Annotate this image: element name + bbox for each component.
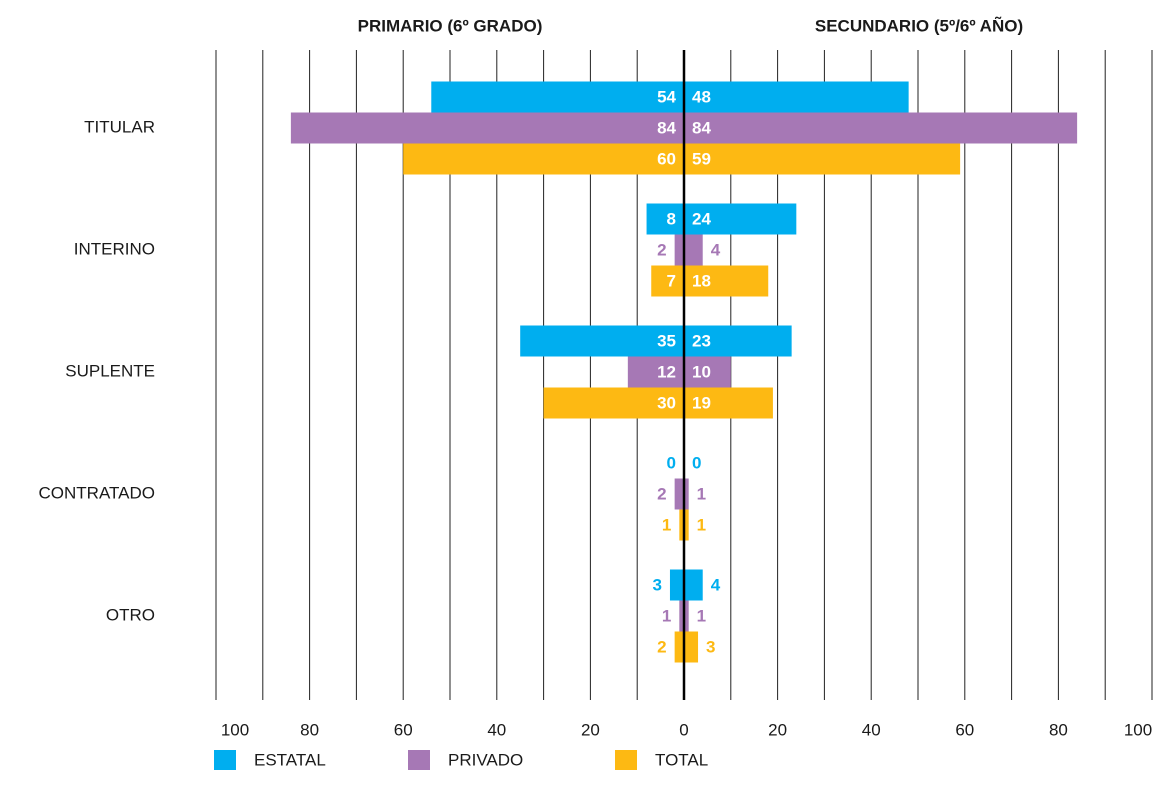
legend-swatch [214,750,236,770]
x-tick-label: 60 [394,720,413,739]
bar [669,569,684,601]
bar [684,143,961,175]
panel-title: SECUNDARIO (5º/6º AÑO) [815,15,1023,35]
value-label: 0 [692,453,701,472]
panel-title: PRIMARIO (6º GRADO) [358,16,543,35]
x-tick-label: 40 [487,720,506,739]
value-label: 24 [692,209,711,228]
bar [290,112,684,144]
value-label: 4 [711,240,721,259]
bar [684,478,689,510]
bar [684,203,797,235]
category-label: OTRO [106,605,155,624]
category-label: TITULAR [84,117,155,136]
value-label: 30 [657,393,676,412]
value-label: 19 [692,393,711,412]
x-tick-label: 80 [300,720,319,739]
x-tick-label: 100 [1124,720,1152,739]
value-label: 1 [662,515,671,534]
bar [684,569,703,601]
value-label: 12 [657,362,676,381]
bar [431,81,684,113]
bar [684,631,699,663]
value-label: 10 [692,362,711,381]
value-label: 1 [662,606,671,625]
value-label: 84 [692,118,711,137]
bar [403,143,684,175]
value-label: 2 [657,240,666,259]
value-label: 1 [697,515,706,534]
value-label: 84 [657,118,676,137]
bar [674,234,684,266]
value-label: 2 [657,484,666,503]
legend-label: TOTAL [655,750,708,769]
category-label: INTERINO [74,239,155,258]
value-label: 1 [697,484,706,503]
bar [684,234,703,266]
bar [674,478,684,510]
bar [684,81,909,113]
value-label: 1 [697,606,706,625]
value-label: 4 [711,575,721,594]
bar [684,509,689,541]
value-label: 3 [706,637,715,656]
value-label: 8 [667,209,676,228]
value-label: 2 [657,637,666,656]
bar [684,112,1078,144]
bar [684,325,792,357]
bar [646,203,684,235]
bar [627,356,684,388]
x-tick-label: 20 [768,720,787,739]
x-tick-label: 60 [955,720,974,739]
value-label: 60 [657,149,676,168]
x-tick-label: 40 [862,720,881,739]
bar [679,509,684,541]
bar [520,325,684,357]
bar [684,356,731,388]
legend-swatch [408,750,430,770]
bar [684,265,769,297]
value-label: 48 [692,87,711,106]
value-label: 59 [692,149,711,168]
value-label: 18 [692,271,711,290]
bar [543,387,684,419]
category-label: SUPLENTE [65,361,155,380]
value-label: 35 [657,331,676,350]
x-tick-label: 100 [221,720,249,739]
category-label: CONTRATADO [39,483,155,502]
x-tick-label: 80 [1049,720,1068,739]
bar [684,387,773,419]
legend-swatch [615,750,637,770]
x-tick-label: 20 [581,720,600,739]
bar [674,631,684,663]
x-tick-label: 0 [679,720,688,739]
value-label: 0 [667,453,676,472]
value-label: 7 [667,271,676,290]
bar [651,265,684,297]
legend-label: PRIVADO [448,750,523,769]
bar [684,600,689,632]
bar [679,600,684,632]
value-label: 54 [657,87,676,106]
legend-label: ESTATAL [254,750,326,769]
value-label: 23 [692,331,711,350]
value-label: 3 [652,575,661,594]
